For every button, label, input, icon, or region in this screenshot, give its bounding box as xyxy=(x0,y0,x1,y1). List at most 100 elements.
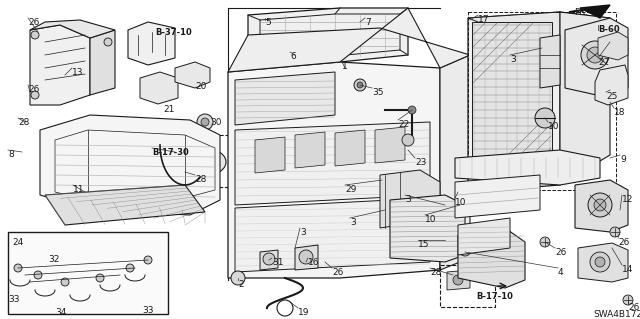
Text: 14: 14 xyxy=(622,265,634,274)
Circle shape xyxy=(96,274,104,282)
Text: 26: 26 xyxy=(28,85,40,94)
Text: 23: 23 xyxy=(415,158,426,167)
Polygon shape xyxy=(578,243,628,282)
Bar xyxy=(468,12,616,190)
Text: 34: 34 xyxy=(55,308,67,317)
Text: 26: 26 xyxy=(618,238,629,247)
Text: 16: 16 xyxy=(308,258,319,267)
Polygon shape xyxy=(468,12,560,192)
Ellipse shape xyxy=(188,149,226,175)
Circle shape xyxy=(104,38,112,46)
Circle shape xyxy=(588,193,612,217)
Text: 3: 3 xyxy=(510,55,516,64)
Text: 26: 26 xyxy=(628,303,639,312)
Polygon shape xyxy=(375,127,405,163)
Circle shape xyxy=(357,82,363,88)
Polygon shape xyxy=(128,22,175,65)
Text: 15: 15 xyxy=(418,240,429,249)
Bar xyxy=(172,135,242,187)
Circle shape xyxy=(14,264,22,272)
Text: 21: 21 xyxy=(163,105,174,114)
Circle shape xyxy=(299,250,313,264)
Text: 35: 35 xyxy=(372,88,383,97)
Text: B-37-10: B-37-10 xyxy=(155,28,192,37)
Text: 8: 8 xyxy=(8,150,13,159)
Bar xyxy=(472,22,552,177)
Polygon shape xyxy=(595,65,628,105)
Circle shape xyxy=(610,227,620,237)
Polygon shape xyxy=(255,137,285,173)
Circle shape xyxy=(581,41,609,69)
Text: 7: 7 xyxy=(365,18,371,27)
Text: 18: 18 xyxy=(614,108,625,117)
Text: 33: 33 xyxy=(8,295,19,304)
Polygon shape xyxy=(295,245,318,270)
Text: 26: 26 xyxy=(28,18,40,27)
Circle shape xyxy=(61,278,69,286)
Circle shape xyxy=(201,118,209,126)
Text: 5: 5 xyxy=(265,18,271,27)
Text: 20: 20 xyxy=(195,82,206,91)
Circle shape xyxy=(459,244,471,256)
Polygon shape xyxy=(235,122,430,205)
Text: 31: 31 xyxy=(272,258,284,267)
Polygon shape xyxy=(30,25,90,105)
Text: 29: 29 xyxy=(345,185,356,194)
Circle shape xyxy=(126,264,134,272)
Text: 27: 27 xyxy=(598,58,609,67)
Circle shape xyxy=(31,31,39,39)
Text: FR.: FR. xyxy=(574,8,588,17)
Circle shape xyxy=(31,91,39,99)
Polygon shape xyxy=(335,130,365,166)
Circle shape xyxy=(197,114,213,130)
Text: 17: 17 xyxy=(478,15,490,24)
Text: 6: 6 xyxy=(290,52,296,61)
Polygon shape xyxy=(228,8,470,72)
Polygon shape xyxy=(235,198,430,272)
Circle shape xyxy=(595,257,605,267)
Polygon shape xyxy=(440,55,470,270)
Text: 10: 10 xyxy=(548,122,559,131)
Circle shape xyxy=(354,79,366,91)
Text: 28: 28 xyxy=(430,268,442,277)
Polygon shape xyxy=(248,8,408,68)
Text: 10: 10 xyxy=(455,198,467,207)
Circle shape xyxy=(231,271,245,285)
Text: 3: 3 xyxy=(350,218,356,227)
Polygon shape xyxy=(580,5,610,18)
Text: 19: 19 xyxy=(298,308,310,317)
Circle shape xyxy=(144,256,152,264)
Polygon shape xyxy=(260,250,278,270)
Text: B-17-30: B-17-30 xyxy=(152,148,189,157)
Circle shape xyxy=(263,253,275,265)
Polygon shape xyxy=(45,185,205,225)
Text: 4: 4 xyxy=(558,268,564,277)
Bar xyxy=(8,232,168,314)
Text: 12: 12 xyxy=(622,195,634,204)
Text: 2: 2 xyxy=(238,280,244,289)
Circle shape xyxy=(623,295,633,305)
Polygon shape xyxy=(598,32,628,60)
Polygon shape xyxy=(40,115,220,215)
Polygon shape xyxy=(390,195,465,262)
Polygon shape xyxy=(458,218,510,255)
Circle shape xyxy=(594,199,606,211)
Circle shape xyxy=(34,271,42,279)
Text: 32: 32 xyxy=(48,255,60,264)
Circle shape xyxy=(453,275,463,285)
Text: 13: 13 xyxy=(72,68,83,77)
Polygon shape xyxy=(30,20,115,38)
Text: 22: 22 xyxy=(398,120,409,129)
Text: SWA4B1720C: SWA4B1720C xyxy=(593,310,640,319)
Text: 25: 25 xyxy=(606,92,618,101)
Polygon shape xyxy=(565,18,628,98)
Text: 33: 33 xyxy=(142,306,154,315)
Polygon shape xyxy=(228,62,440,278)
Polygon shape xyxy=(455,150,600,185)
Polygon shape xyxy=(140,72,178,104)
Bar xyxy=(440,265,495,307)
Circle shape xyxy=(590,252,610,272)
Polygon shape xyxy=(90,30,115,95)
Circle shape xyxy=(408,106,416,114)
Circle shape xyxy=(540,237,550,247)
